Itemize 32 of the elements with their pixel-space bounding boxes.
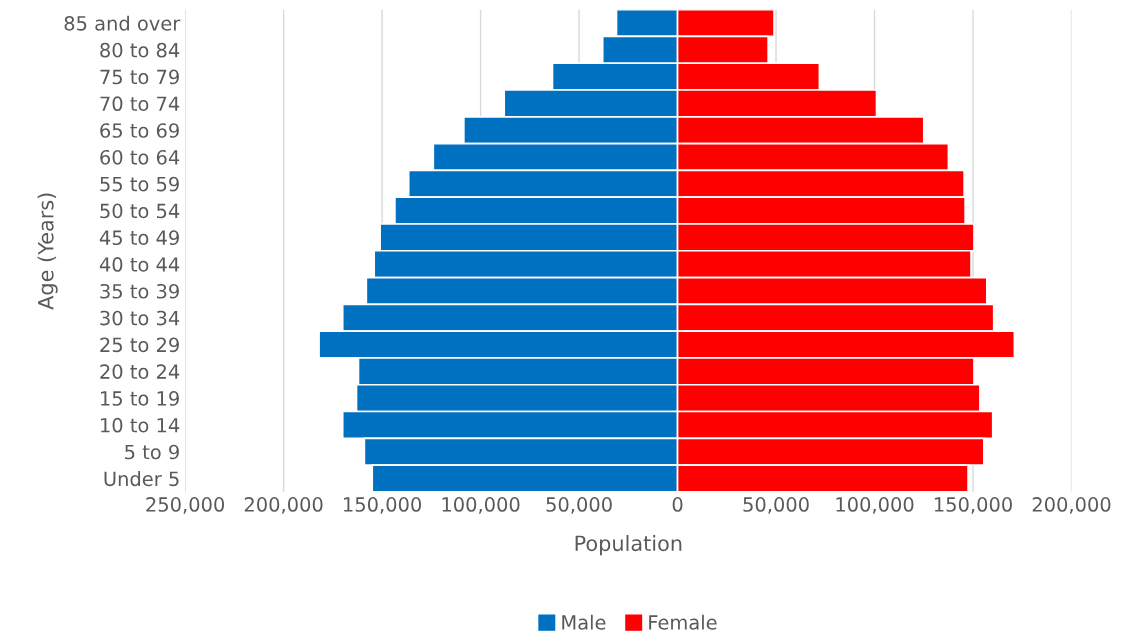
y-tick-label: 60 to 64 xyxy=(100,149,180,165)
y-tick-label: 30 to 34 xyxy=(100,310,180,326)
y-tick-label: 75 to 79 xyxy=(100,69,179,85)
x-tick-label: 200,000 xyxy=(244,497,323,514)
x-tick-label: 100,000 xyxy=(836,497,914,514)
y-tick-label: 65 to 69 xyxy=(100,123,179,138)
x-axis-title: Population xyxy=(575,535,682,556)
x-tick-label: 200,000 xyxy=(1032,497,1111,514)
y-tick-label: 20 to 24 xyxy=(100,364,180,379)
legend-label: Male xyxy=(562,614,606,630)
y-tick-label: 55 to 59 xyxy=(100,176,179,192)
y-tick-label: Under 5 xyxy=(104,471,179,487)
y-tick-label: 50 to 54 xyxy=(100,203,180,219)
x-tick-label: 50,000 xyxy=(743,497,809,514)
y-tick-label: 15 to 19 xyxy=(101,391,179,406)
y-tick-label: 85 and over xyxy=(64,15,181,31)
x-tick-label: 150,000 xyxy=(934,497,1012,514)
y-tick-label: 45 to 49 xyxy=(99,230,179,246)
legend-label: Female xyxy=(649,614,717,630)
x-tick-label: 150,000 xyxy=(344,497,422,514)
y-tick-label: 5 to 9 xyxy=(125,444,179,460)
x-tick-label: 100,000 xyxy=(442,497,520,514)
y-tick-label: 35 to 39 xyxy=(100,283,179,299)
y-axis-title: Age (Years) xyxy=(37,193,58,310)
x-tick-label: 0 xyxy=(672,497,683,512)
y-tick-label: 25 to 29 xyxy=(100,337,179,353)
y-tick-label: 40 to 44 xyxy=(99,257,180,272)
y-tick-label: 70 to 74 xyxy=(100,96,180,112)
x-tick-label: 250,000 xyxy=(146,497,225,514)
y-tick-label: 10 to 14 xyxy=(101,417,180,433)
x-tick-label: 50,000 xyxy=(546,497,612,514)
y-tick-label: 80 to 84 xyxy=(100,42,180,58)
